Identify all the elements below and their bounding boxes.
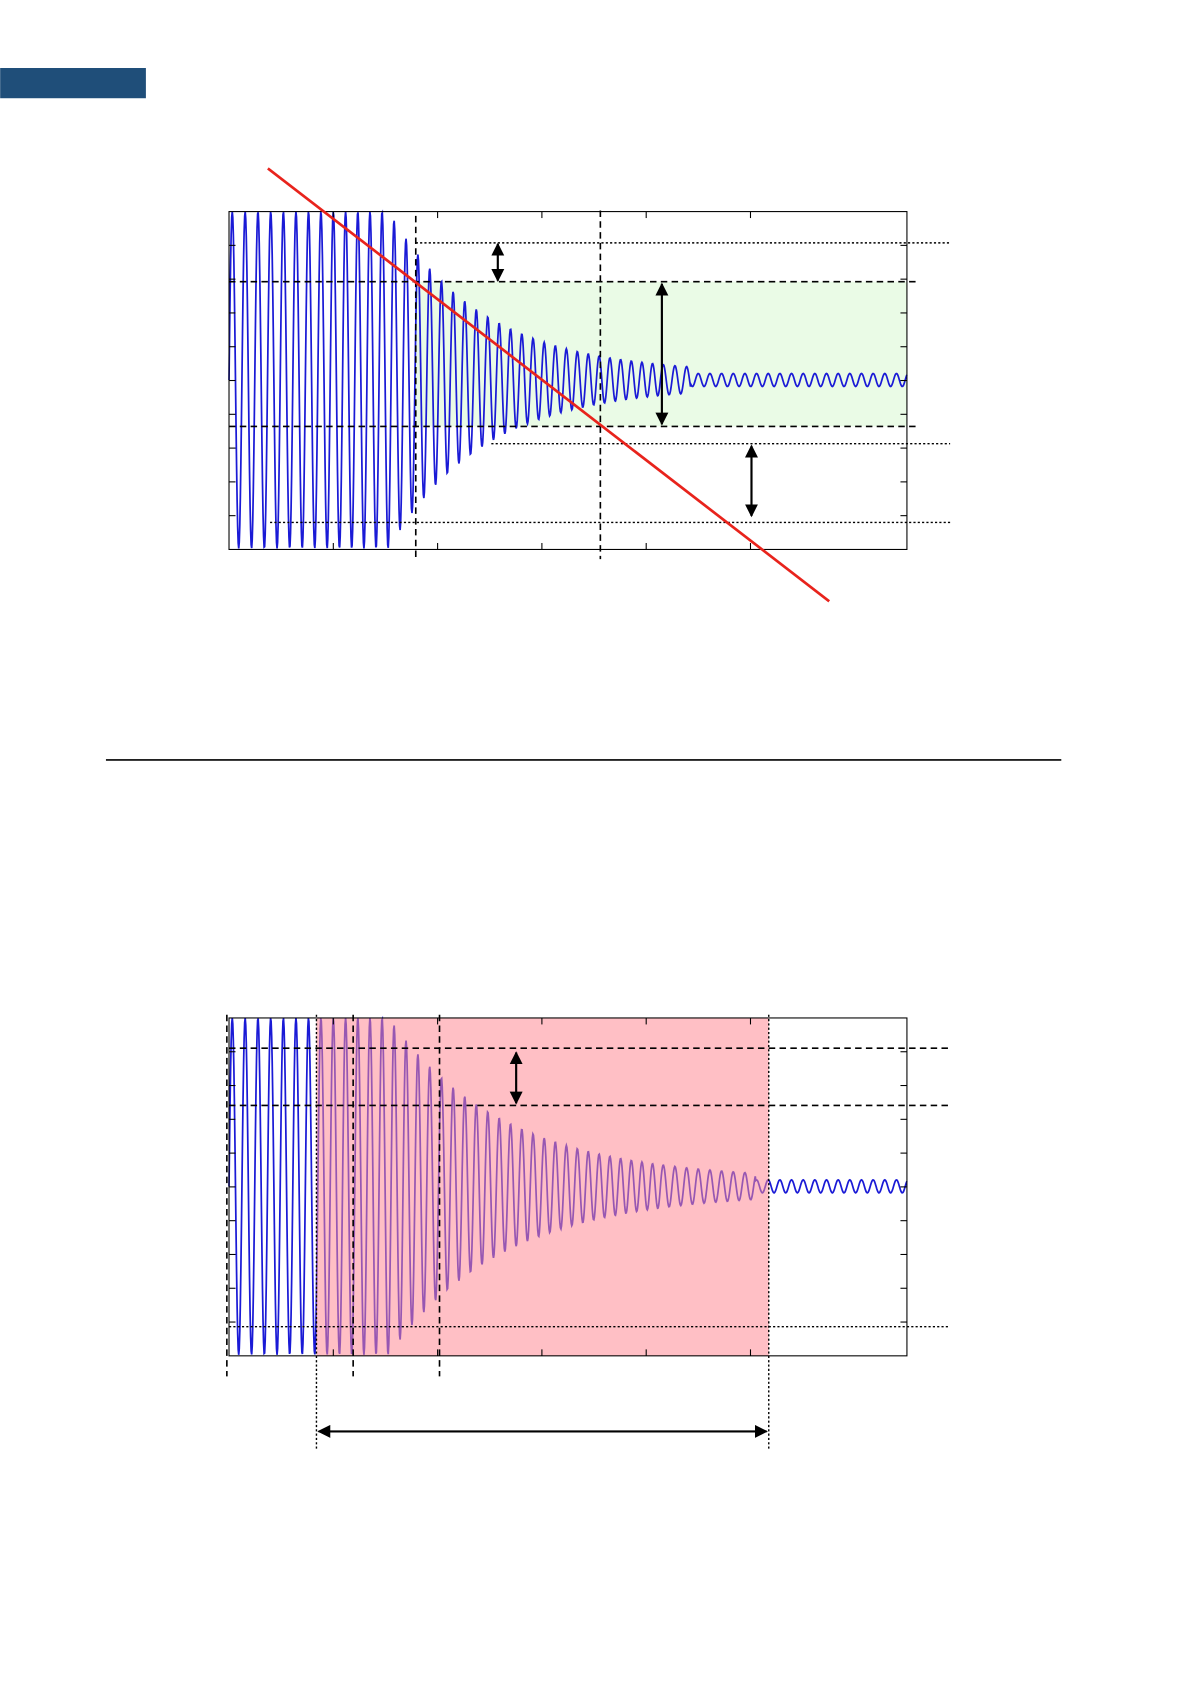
waveform	[228, 209, 908, 549]
header-box	[0, 68, 146, 99]
figure-2	[226, 1014, 951, 1449]
band	[316, 1017, 769, 1356]
figure-1	[228, 167, 951, 603]
red-line	[267, 167, 831, 603]
